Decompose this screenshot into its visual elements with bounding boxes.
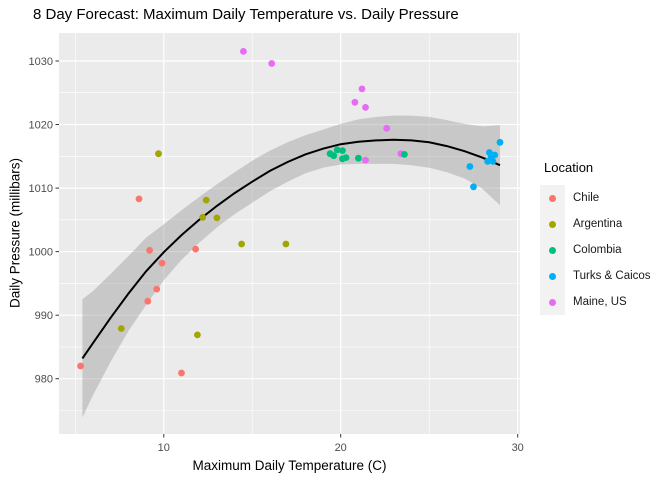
y-tick-label: 1030 [29,56,53,68]
x-tick-label: 30 [512,442,524,454]
x-tick-label: 20 [335,442,347,454]
y-tick-label: 1000 [29,246,53,258]
data-point [491,151,499,159]
plot-panel [59,33,520,434]
data-point [496,138,504,146]
plot-title: 8 Day Forecast: Maximum Daily Temperatur… [33,6,459,23]
smooth-line [81,138,501,359]
legend-item-label: Turks & Caicos [573,270,651,282]
data-point [194,331,201,339]
data-point [213,214,221,222]
x-tick-label: 10 [158,442,170,454]
legend-dot-icon [549,298,556,306]
data-point [155,150,162,158]
legend-item-label: Argentina [573,218,623,230]
y-axis-title: Daily Pressure (millibars) [7,157,23,309]
legend-items: Chile Argentina Colombia Turks & Caicos Main… [540,185,651,315]
data-point [77,362,84,370]
legend-key [540,211,565,237]
data-point [192,245,200,253]
legend-item-label: Chile [573,192,600,204]
data-point [362,104,369,111]
legend-dot-icon [549,272,556,280]
data-point [199,213,207,221]
data-point [466,163,474,170]
data-point [362,156,369,164]
data-point [178,369,185,377]
data-point [240,48,247,55]
data-point [339,147,346,155]
data-point [238,240,246,248]
data-point [158,259,166,267]
y-tick-label: 1020 [29,119,53,131]
legend: Location Chile Argentina Colombia Turks & C… [540,160,651,315]
legend-key [540,289,565,315]
data-point [153,285,161,293]
data-point [117,325,125,332]
legend-item: Maine, US [540,289,651,315]
data-point [268,60,276,67]
legend-dot-icon [549,246,556,254]
data-point [135,195,143,203]
data-point [146,246,154,254]
data-point [202,196,210,204]
y-tick-label: 1010 [29,183,53,195]
legend-key [540,237,565,263]
data-point [144,297,152,305]
legend-dot-icon [549,220,556,228]
legend-title: Location [544,160,594,175]
data-point [342,154,350,162]
data-point [355,154,362,162]
legend-item: Chile [540,185,651,211]
legend-item: Argentina [540,211,651,237]
legend-key [540,263,565,289]
legend-item-label: Colombia [573,244,622,256]
data-point [470,183,477,191]
data-point [489,158,497,165]
legend-item-label: Maine, US [573,296,627,308]
data-point [351,98,359,106]
data-point [330,152,338,160]
data-point [333,146,341,154]
legend-key [540,185,565,211]
confidence-band [82,115,501,418]
data-point [358,85,366,93]
y-tick-label: 980 [35,374,53,386]
legend-item: Turks & Caicos [540,263,651,289]
data-point [383,124,391,132]
data-point [282,240,290,248]
legend-dot-icon [549,194,556,202]
data-point [401,151,408,158]
x-axis-title: Maximum Daily Temperature (C) [192,458,387,473]
legend-item: Colombia [540,237,651,263]
y-tick-label: 990 [35,310,53,322]
